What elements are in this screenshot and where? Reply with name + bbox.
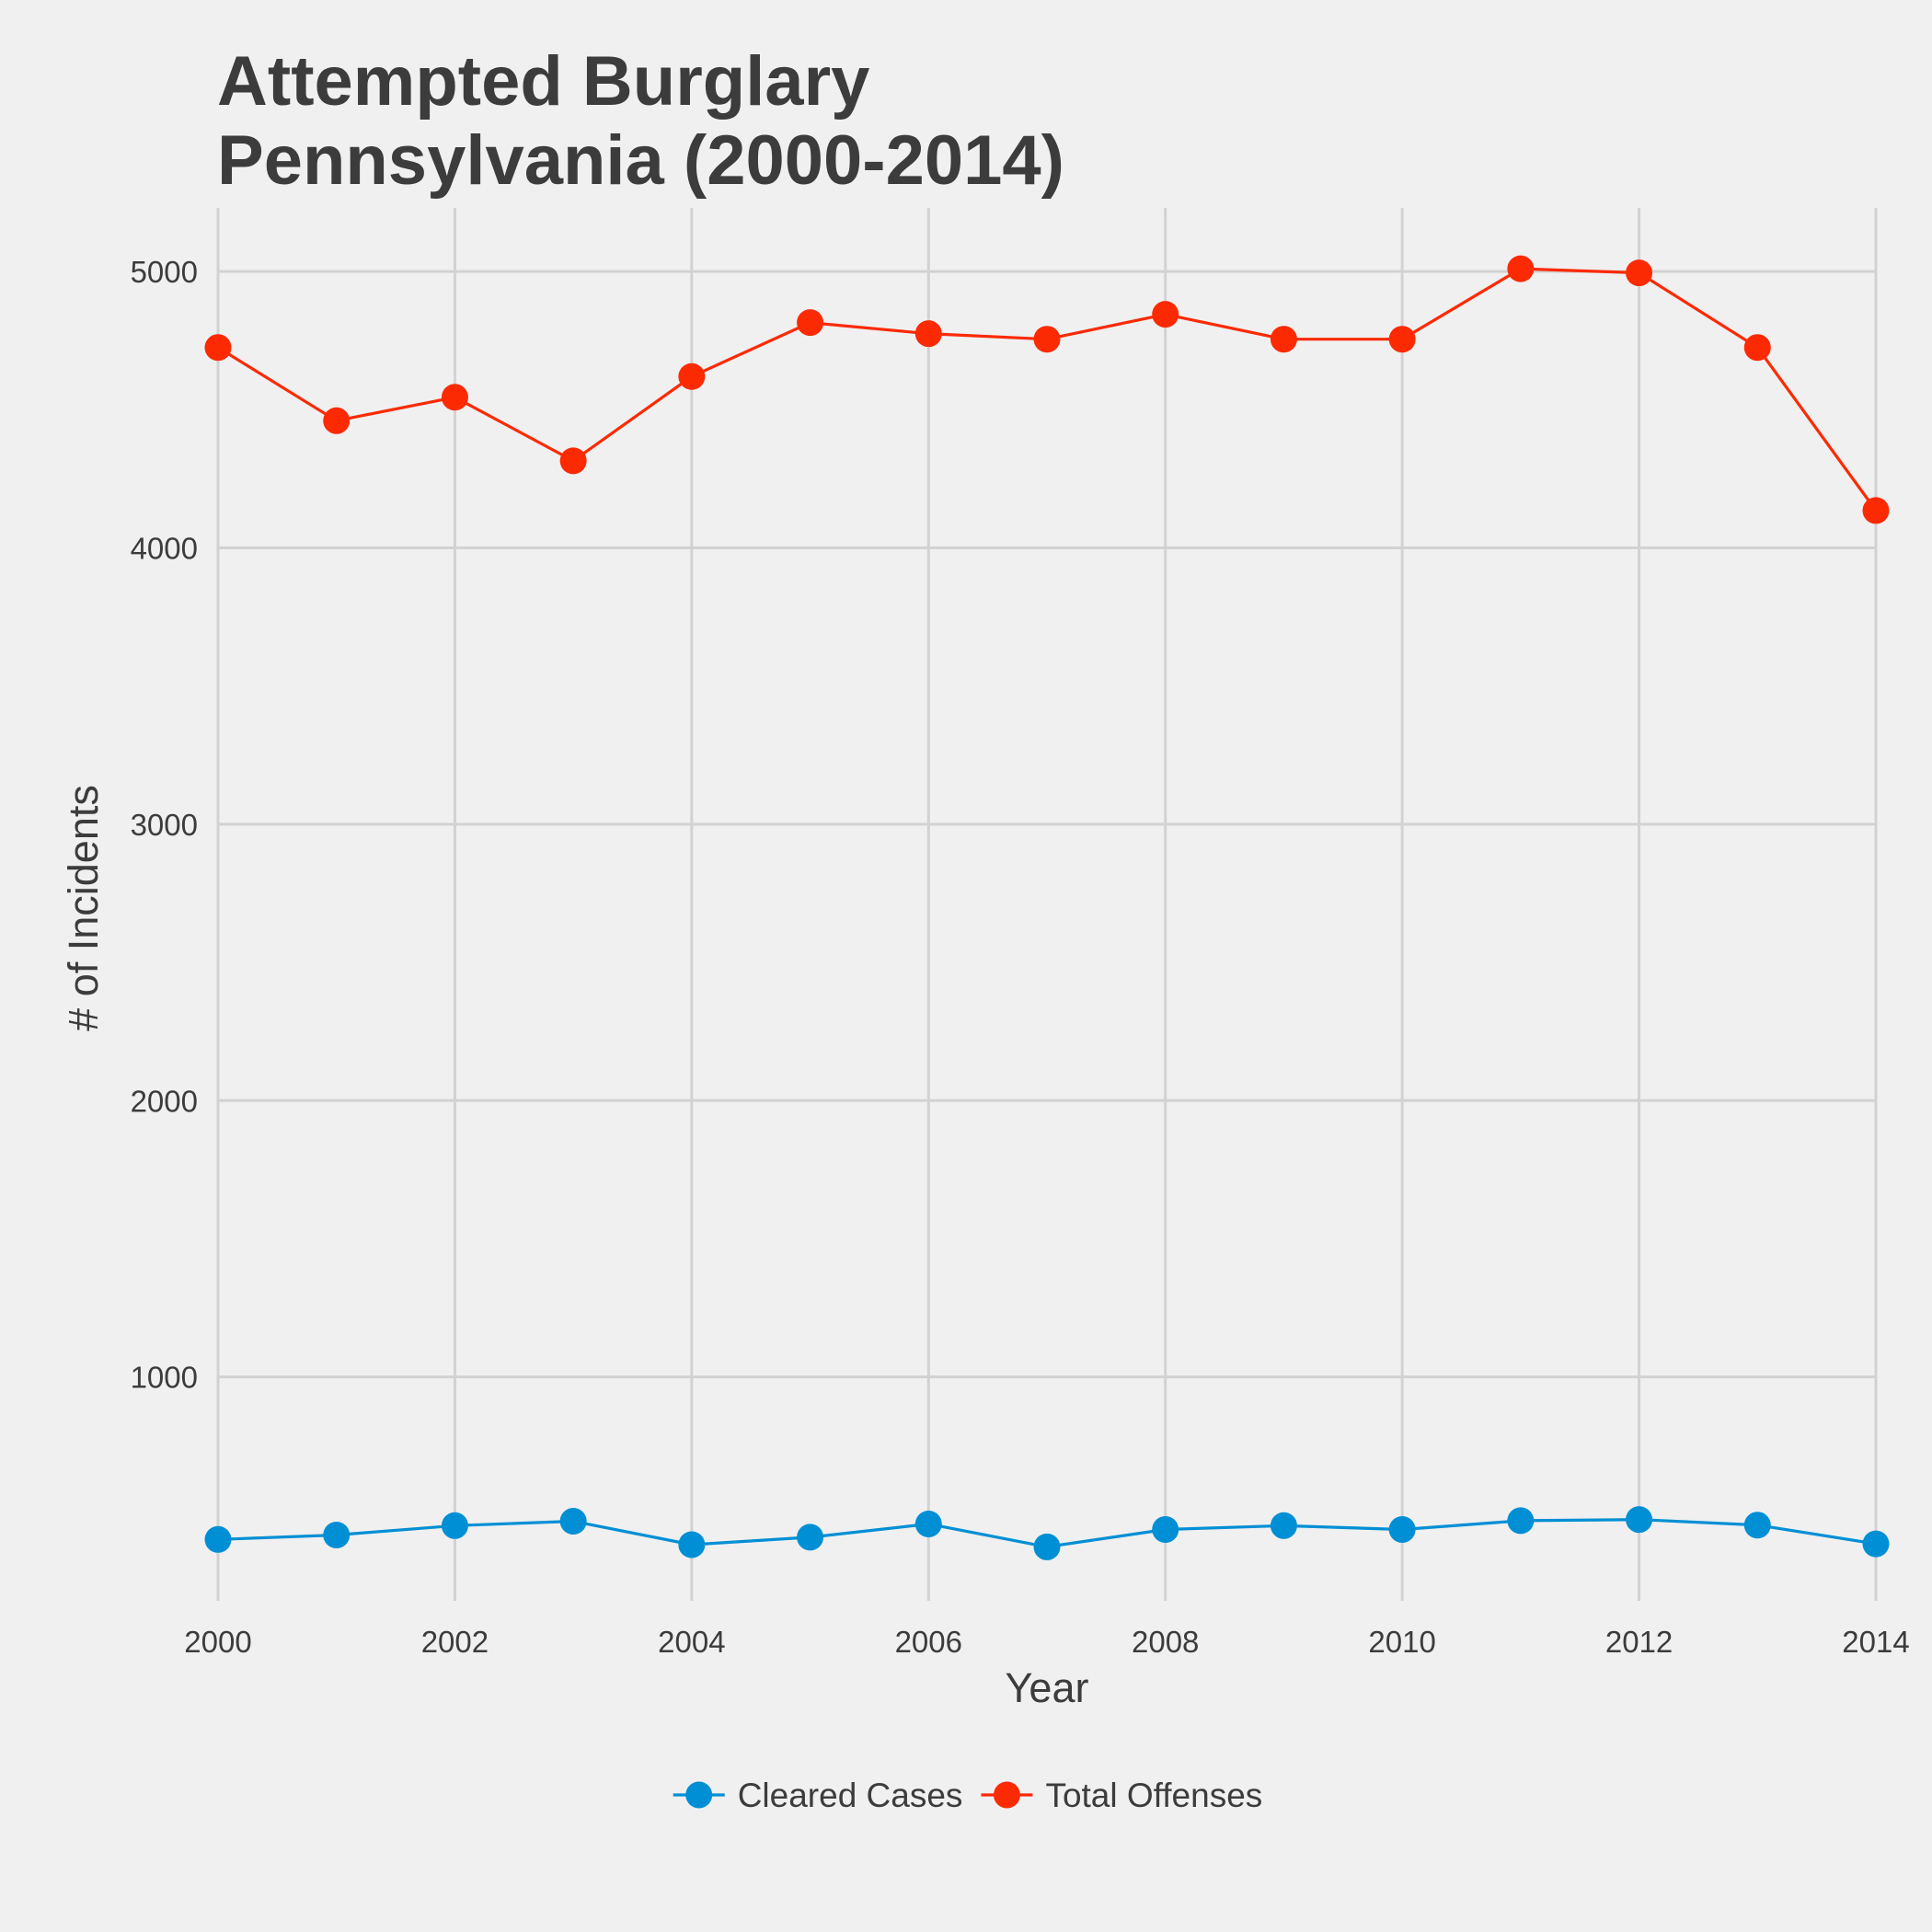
x-axis-ticks: 2000 2002 2004 2006 2008 2010 2012 2014: [184, 1625, 1909, 1659]
data-point-total-offenses-2013: [1743, 334, 1771, 362]
grid: [216, 208, 1878, 1601]
y-tick-label-1000: 1000: [131, 1361, 198, 1395]
data-point-total-offenses-2011: [1507, 255, 1535, 282]
x-tick-label-2000: 2000: [184, 1625, 251, 1659]
data-point-total-offenses-2012: [1626, 259, 1653, 287]
x-tick-label-2002: 2002: [421, 1625, 489, 1659]
x-tick-label-2006: 2006: [895, 1625, 962, 1659]
data-point-total-offenses-2006: [914, 320, 942, 348]
data-point-total-offenses-2002: [441, 384, 468, 411]
x-axis-title: Year: [1006, 1664, 1089, 1711]
data-point-total-offenses-2000: [204, 334, 232, 362]
data-point-cleared-cases-2011: [1507, 1507, 1535, 1535]
legend-label-total-offenses: Total Offenses: [1045, 1777, 1262, 1814]
data-point-cleared-cases-2008: [1152, 1515, 1179, 1543]
data-point-cleared-cases-2004: [678, 1531, 706, 1558]
data-point-cleared-cases-2007: [1033, 1533, 1061, 1560]
data-point-cleared-cases-2002: [441, 1512, 468, 1539]
data-point-total-offenses-2010: [1388, 326, 1416, 353]
series-total-offenses: [204, 255, 1890, 524]
data-point-cleared-cases-2000: [204, 1525, 232, 1553]
legend-label-cleared-cases: Cleared Cases: [738, 1777, 963, 1814]
y-tick-label-2000: 2000: [131, 1084, 198, 1118]
data-point-cleared-cases-2010: [1388, 1515, 1416, 1543]
series: [204, 255, 1890, 1560]
data-point-total-offenses-2005: [797, 309, 824, 337]
x-tick-label-2012: 2012: [1605, 1625, 1673, 1659]
data-point-cleared-cases-2006: [914, 1510, 942, 1537]
chart-title-line-1: Attempted Burglary: [217, 42, 869, 121]
x-tick-label-2014: 2014: [1842, 1625, 1909, 1659]
legend: Cleared Cases Total Offenses: [673, 1777, 1262, 1814]
data-point-total-offenses-2001: [323, 407, 351, 434]
y-tick-label-3000: 3000: [131, 808, 198, 842]
series-cleared-cases: [204, 1506, 1890, 1560]
data-point-cleared-cases-2003: [559, 1507, 587, 1535]
data-point-total-offenses-2009: [1270, 326, 1297, 353]
x-tick-label-2008: 2008: [1132, 1625, 1199, 1659]
data-point-total-offenses-2014: [1862, 497, 1890, 524]
y-tick-label-4000: 4000: [131, 531, 198, 565]
legend-key-point-cleared-cases: [685, 1781, 713, 1809]
data-point-total-offenses-2003: [559, 447, 587, 475]
data-point-cleared-cases-2013: [1743, 1512, 1771, 1539]
y-axis-title: # of Incidents: [60, 785, 107, 1031]
x-tick-label-2010: 2010: [1368, 1625, 1435, 1659]
data-point-cleared-cases-2001: [323, 1522, 351, 1549]
data-point-total-offenses-2007: [1033, 326, 1061, 353]
x-tick-label-2004: 2004: [658, 1625, 725, 1659]
data-point-cleared-cases-2014: [1862, 1530, 1890, 1558]
data-point-cleared-cases-2009: [1270, 1512, 1297, 1539]
y-axis-ticks: 1000 2000 3000 4000 5000: [131, 255, 198, 1395]
legend-key-point-total-offenses: [993, 1781, 1020, 1809]
data-point-total-offenses-2008: [1152, 301, 1179, 328]
data-point-cleared-cases-2012: [1626, 1506, 1653, 1534]
y-tick-label-5000: 5000: [131, 255, 198, 289]
chart-title-line-2: Pennsylvania (2000-2014): [217, 121, 1064, 200]
data-point-total-offenses-2004: [678, 362, 706, 390]
data-point-cleared-cases-2005: [797, 1524, 824, 1551]
